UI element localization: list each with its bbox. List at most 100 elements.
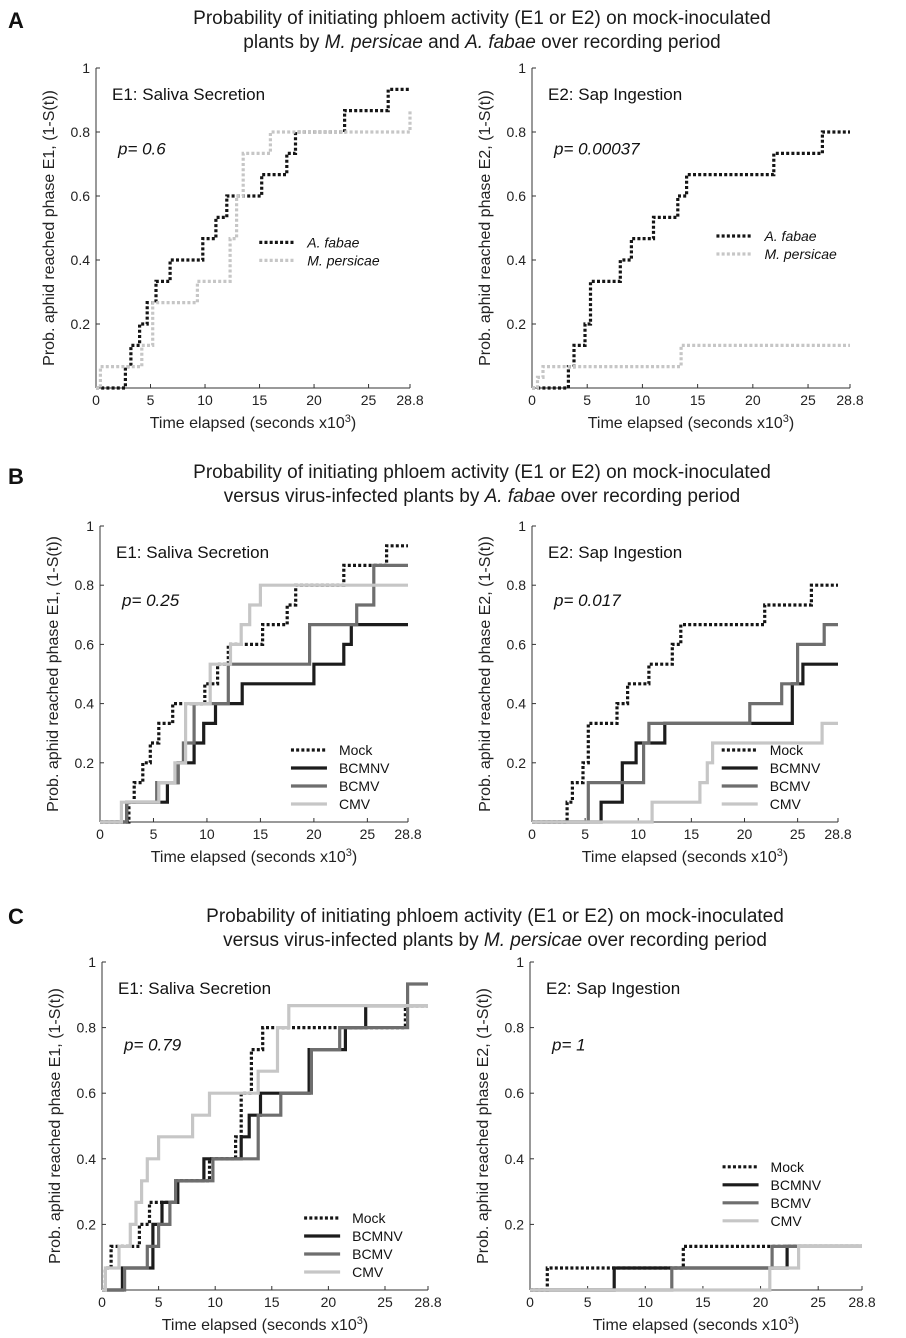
p-value-label: p= 1 (551, 1036, 586, 1055)
x-axis-label-close: ) (351, 415, 356, 432)
x-tick-label: 28.8 (414, 1294, 441, 1310)
plot-b-e2: 0 5 10 15 20 25 28.8 0.2 0.4 0.6 0.8 1 Time elapsed … (477, 518, 852, 866)
subplot-title: E1: Saliva Secretion (116, 543, 269, 562)
y-tick-label: 0.8 (77, 1020, 97, 1036)
x-tick-label: 28.8 (396, 392, 423, 408)
panel-a-title-line1: Probability of initiating phloem activit… (193, 8, 771, 29)
plot-b-e1: 0 5 10 15 20 25 28.8 0.2 0.4 0.6 0.8 1 Time elapsed … (45, 518, 422, 866)
legend-label-bcmv: BCMV (352, 1246, 393, 1262)
title-run: versus virus-infected plants by (224, 486, 485, 507)
x-tick-label: 5 (147, 392, 155, 408)
series-line-afabae (532, 130, 850, 390)
x-axis-label-superscript: 3 (346, 847, 352, 859)
x-tick-label: 20 (306, 826, 322, 842)
series-line-mpersicae (96, 110, 412, 390)
x-tick-label: 20 (306, 392, 322, 408)
y-tick-label: 0.2 (505, 1216, 525, 1232)
x-axis-label: Time elapsed (seconds x103) (162, 1315, 369, 1334)
y-tick-label: 0.8 (507, 124, 527, 140)
title-run: Probability of initiating phloem activit… (193, 462, 771, 483)
x-tick-label: 10 (207, 1294, 223, 1310)
x-tick-label: 28.8 (394, 826, 421, 842)
series-line-bcmv (100, 563, 408, 824)
y-axis-label: Prob. aphid reached phase E2, (1-S(t)) (477, 90, 494, 366)
x-tick-label: 15 (684, 826, 700, 842)
subplot-title: E1: Saliva Secretion (118, 979, 271, 998)
legend-label-bcmnv: BCMNV (352, 1228, 403, 1244)
subplot-title: E2: Sap Ingestion (548, 543, 682, 562)
title-run: Probability of initiating phloem activit… (206, 906, 784, 927)
x-tick-label: 28.8 (848, 1294, 875, 1310)
series-line-cmv (100, 583, 408, 824)
legend-label-mpersicae: M. persicae (764, 246, 837, 262)
y-axis-label: Prob. aphid reached phase E2, (1-S(t)) (477, 536, 494, 812)
y-tick-label: 0.8 (75, 577, 95, 593)
x-tick-label: 20 (753, 1294, 769, 1310)
y-tick-label: 0.4 (507, 252, 527, 268)
x-tick-label: 5 (150, 826, 158, 842)
x-tick-label: 25 (790, 826, 806, 842)
x-axis-label-text: Time elapsed (seconds x10 (151, 849, 346, 866)
x-tick-label: 20 (737, 826, 753, 842)
p-value-label: p= 0.00037 (553, 139, 640, 158)
y-axis-label: Prob. aphid reached phase E2, (1-S(t)) (475, 988, 492, 1264)
panel-c-title-line2: versus virus-infected plants by M. persi… (223, 930, 767, 951)
x-tick-label: 20 (745, 392, 761, 408)
x-tick-label: 0 (528, 826, 536, 842)
y-tick-label: 0.6 (75, 636, 95, 652)
legend-label-bcmnv: BCMNV (339, 760, 390, 776)
x-tick-label: 10 (199, 826, 215, 842)
x-tick-label: 5 (155, 1294, 163, 1310)
y-tick-label: 1 (516, 954, 524, 970)
x-tick-label: 28.8 (836, 392, 863, 408)
legend-label-afabae: A. fabae (306, 234, 359, 250)
title-run: and (423, 32, 465, 53)
y-tick-label: 0.8 (505, 1020, 525, 1036)
y-tick-label: 0.4 (71, 252, 91, 268)
panel-b-title-line2: versus virus-infected plants by A. fabae… (224, 486, 740, 507)
y-axis-label: Prob. aphid reached phase E1, (1-S(t)) (47, 988, 64, 1264)
x-tick-label: 10 (197, 392, 213, 408)
y-tick-label: 0.6 (505, 1085, 525, 1101)
x-tick-label: 0 (98, 1294, 106, 1310)
series-line-cmv (532, 721, 838, 824)
y-tick-label: 1 (82, 60, 90, 76)
x-axis-label-close: ) (352, 849, 357, 866)
p-value-label: p= 0.017 (553, 591, 621, 610)
title-run: plants by (243, 32, 324, 53)
y-axis-label: Prob. aphid reached phase E1, (1-S(t)) (45, 536, 62, 812)
panel-a-title-line2: plants by M. persicae and A. fabae over … (243, 32, 720, 53)
x-axis-label-text: Time elapsed (seconds x10 (593, 1317, 788, 1334)
legend-label-bcmnv: BCMNV (770, 760, 821, 776)
y-tick-label: 0.2 (75, 755, 95, 771)
panel-b-title-line1: Probability of initiating phloem activit… (193, 462, 771, 483)
series-line-bcmv (102, 982, 428, 1292)
x-tick-label: 25 (361, 392, 377, 408)
series-line-cmv (102, 1004, 428, 1292)
x-tick-label: 15 (695, 1294, 711, 1310)
p-value-label: p= 0.6 (117, 139, 166, 158)
series-line-mpersicae (532, 343, 850, 390)
series-line-mock (532, 583, 838, 824)
legend-label-mock: Mock (770, 742, 804, 758)
title-run: Probability of initiating phloem activit… (193, 8, 771, 29)
legend-label-mpersicae: M. persicae (307, 252, 380, 268)
plot-a-e2: 0 5 10 15 20 25 28.8 0.2 0.4 0.6 0.8 1 Time elapsed … (477, 60, 864, 432)
y-tick-label: 0.4 (505, 1151, 525, 1167)
x-tick-label: 5 (584, 1294, 592, 1310)
x-tick-label: 20 (321, 1294, 337, 1310)
x-tick-label: 15 (264, 1294, 280, 1310)
y-tick-label: 0.6 (71, 188, 91, 204)
subplot-title: E1: Saliva Secretion (112, 85, 265, 104)
y-tick-label: 0.2 (77, 1216, 97, 1232)
x-tick-label: 25 (377, 1294, 393, 1310)
title-run: versus virus-infected plants by (223, 930, 484, 951)
x-axis-label-close: ) (794, 1317, 799, 1334)
x-tick-label: 28.8 (824, 826, 851, 842)
y-tick-label: 0.6 (507, 636, 527, 652)
x-axis-label-text: Time elapsed (seconds x10 (162, 1317, 357, 1334)
x-tick-label: 25 (360, 826, 376, 842)
y-tick-label: 0.8 (71, 124, 91, 140)
x-axis-label-close: ) (783, 849, 788, 866)
y-tick-label: 1 (86, 518, 94, 534)
